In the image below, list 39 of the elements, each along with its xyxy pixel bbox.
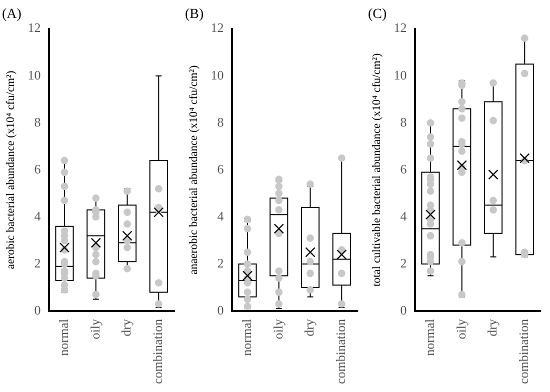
x-tick-label: combination [333, 318, 348, 384]
chart-title: (A) [2, 7, 22, 22]
y-tick-label: 6 [34, 161, 42, 176]
y-axis-title: anaerobic bacterial abundance (x10⁴ cfu/cm²) [188, 65, 200, 275]
x-tick-label: combination [516, 318, 532, 384]
x-tick-label: dry [302, 318, 317, 336]
chart-title: (B) [185, 7, 204, 22]
y-tick-label: 12 [394, 20, 407, 36]
x-tick-label: normal [238, 318, 254, 356]
chart-title: (C) [368, 7, 387, 22]
y-tick-label: 10 [394, 67, 407, 82]
y-tick-label: 2 [34, 255, 41, 270]
y-tick-label: 2 [400, 255, 407, 270]
y-tick-label: 2 [217, 255, 224, 270]
y-tick-label: 12 [28, 20, 41, 36]
x-tick-label: normal [56, 318, 71, 356]
y-tick-label: 4 [217, 208, 224, 224]
y-tick-label: 6 [217, 161, 224, 176]
y-tick-label: 8 [34, 114, 41, 130]
y-tick-label: 8 [217, 114, 224, 130]
y-axis-title: total cultivable bacterial abundance (x10⁴ cfu/cm²) [370, 53, 383, 287]
y-tick-label: 4 [34, 208, 42, 224]
x-tick-label: oily [453, 318, 468, 340]
y-tick-label: 6 [400, 161, 408, 176]
x-tick-label: oily [87, 318, 102, 340]
y-tick-label: 8 [400, 114, 407, 130]
y-tick-label: 10 [210, 67, 224, 82]
y-tick-label: 4 [400, 208, 408, 224]
y-tick-label: 10 [28, 67, 41, 82]
y-axis-title: aerobic bacterial abundance (x10⁴ cfu/cm²) [4, 70, 17, 270]
y-tick-label: 12 [210, 20, 224, 36]
x-tick-label: dry [484, 318, 500, 336]
x-tick-label: oily [270, 318, 286, 340]
y-tick-label: 0 [34, 302, 41, 318]
y-tick-label: 0 [217, 302, 224, 318]
y-tick-label: 0 [400, 302, 407, 318]
x-tick-label: dry [118, 318, 134, 336]
x-tick-label: combination [150, 318, 166, 384]
x-tick-label: normal [422, 318, 437, 356]
